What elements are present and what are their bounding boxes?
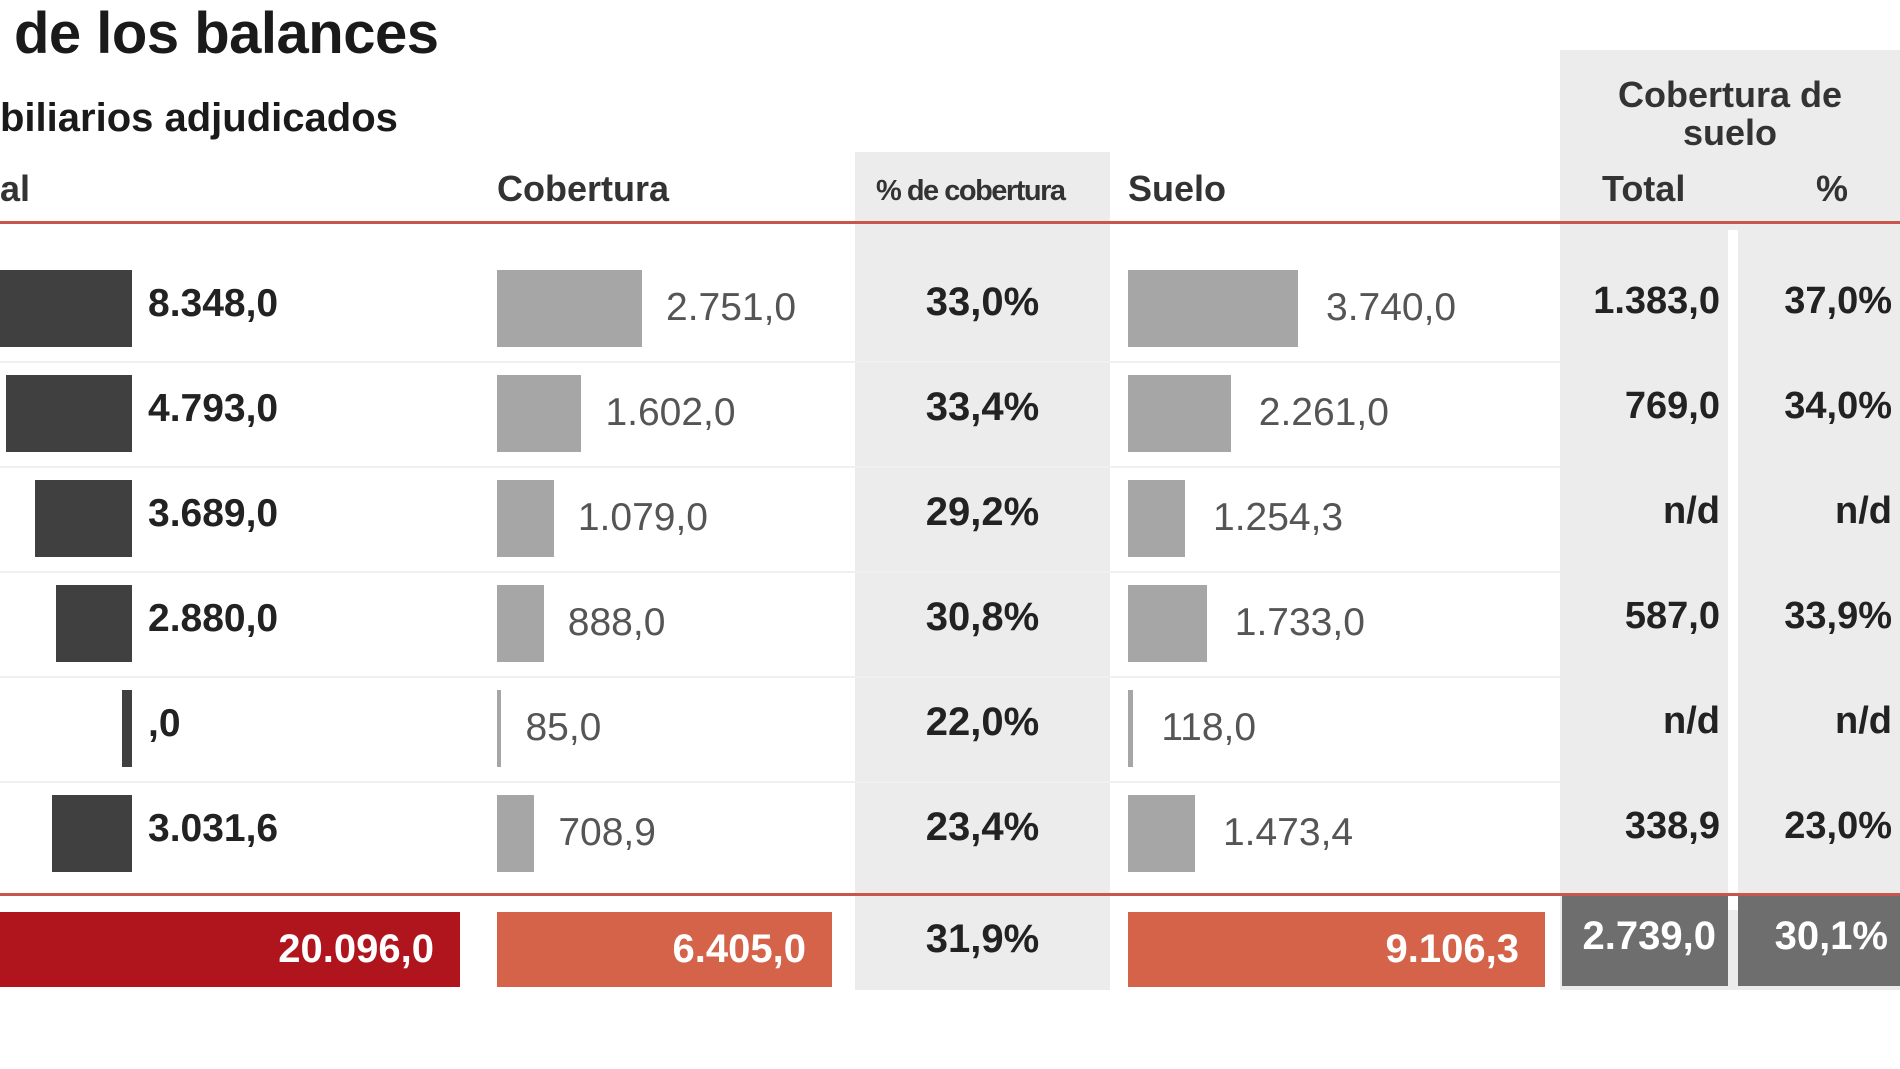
header-cobertura: Cobertura (497, 168, 670, 209)
cobertura-value: 2.751,0 (666, 286, 797, 329)
suelo-bar (1128, 585, 1207, 662)
total-bar (121, 690, 132, 767)
cob-suelo-pct: 23,0% (1784, 805, 1892, 847)
header-cob-pct: % (1816, 168, 1849, 209)
row-separator (0, 676, 1560, 678)
total-value: 2.880,0 (148, 597, 279, 640)
cobertura-bar (497, 270, 642, 347)
total-bar-total: 20.096,0 (0, 912, 460, 987)
total-bar (52, 795, 132, 872)
totals-rule (0, 893, 1900, 896)
cobertura-value: 888,0 (567, 601, 666, 644)
header-cobertura-suelo: Cobertura de suelo (1617, 74, 1843, 153)
suelo-bar (1128, 795, 1195, 872)
cobertura-value: 1.079,0 (577, 496, 708, 539)
cob-suelo-total: 1.383,0 (1593, 280, 1720, 322)
pct-cobertura-value: 30,8% (925, 595, 1040, 639)
cob-suelo-total: n/d (1663, 490, 1720, 532)
cob-suelo-pct: 37,0% (1784, 280, 1892, 322)
total-value: 8.348,0 (148, 282, 279, 325)
pct-cobertura-value: 33,4% (925, 385, 1040, 429)
cob-suelo-pct: n/d (1835, 700, 1892, 742)
panel-divider (1728, 230, 1738, 910)
cobertura-bar (497, 480, 554, 557)
suelo-value: 3.740,0 (1326, 286, 1457, 329)
header-cob-total: Total (1602, 168, 1686, 209)
row-separator (0, 361, 1560, 363)
total-pct-cobertura: 31,9% (925, 917, 1040, 961)
cobertura-bar (497, 795, 535, 872)
total-value: ,0 (148, 702, 181, 745)
suelo-bar (1128, 375, 1231, 452)
total-bar (34, 480, 132, 557)
suelo-value: 1.254,3 (1213, 496, 1344, 539)
total-bar-suelo: 9.106,3 (1128, 912, 1545, 987)
cobertura-bar (497, 690, 502, 767)
cob-suelo-pct: 33,9% (1784, 595, 1892, 637)
chart-subtitle: biliarios adjudicados (0, 96, 398, 140)
cobertura-bar (497, 375, 582, 452)
total-cob-total: 2.739,0 (1562, 896, 1728, 986)
pct-cobertura-value: 33,0% (925, 280, 1040, 324)
total-value: 4.793,0 (148, 387, 279, 430)
pct-cobertura-value: 29,2% (925, 490, 1040, 534)
suelo-bar (1128, 480, 1185, 557)
chart-title: de los balances (14, 1, 439, 66)
total-cob-pct: 30,1% (1738, 896, 1900, 986)
row-separator (0, 781, 1560, 783)
suelo-bar (1128, 270, 1298, 347)
cob-suelo-pct: 34,0% (1784, 385, 1892, 427)
row-separator (0, 571, 1560, 573)
cobertura-value: 1.602,0 (605, 391, 736, 434)
header-suelo: Suelo (1128, 168, 1227, 209)
total-bar (5, 375, 132, 452)
suelo-value: 1.733,0 (1234, 601, 1365, 644)
pct-cobertura-value: 22,0% (925, 700, 1040, 744)
header-total: al (0, 168, 31, 209)
cobertura-value: 708,9 (558, 811, 656, 854)
cobertura-value: 85,0 (525, 706, 602, 749)
cob-suelo-total: 587,0 (1624, 595, 1720, 637)
cobertura-bar (497, 585, 544, 662)
total-bar (0, 270, 132, 347)
header-rule (0, 221, 1900, 224)
cob-suelo-total: n/d (1663, 700, 1720, 742)
suelo-value: 1.473,4 (1222, 811, 1354, 854)
total-bar (56, 585, 132, 662)
total-value: 3.689,0 (148, 492, 279, 535)
cob-suelo-pct: n/d (1835, 490, 1892, 532)
header-pct-cobertura: % de cobertura (876, 175, 1066, 207)
cob-suelo-total: 769,0 (1624, 385, 1720, 427)
pct-cobertura-value: 23,4% (925, 805, 1040, 849)
row-separator (0, 466, 1560, 468)
total-bar-cobertura: 6.405,0 (497, 912, 832, 987)
total-value: 3.031,6 (148, 807, 279, 850)
cob-suelo-total: 338,9 (1624, 805, 1720, 847)
suelo-value: 2.261,0 (1258, 391, 1389, 434)
suelo-value: 118,0 (1161, 706, 1257, 749)
suelo-bar (1128, 690, 1134, 767)
